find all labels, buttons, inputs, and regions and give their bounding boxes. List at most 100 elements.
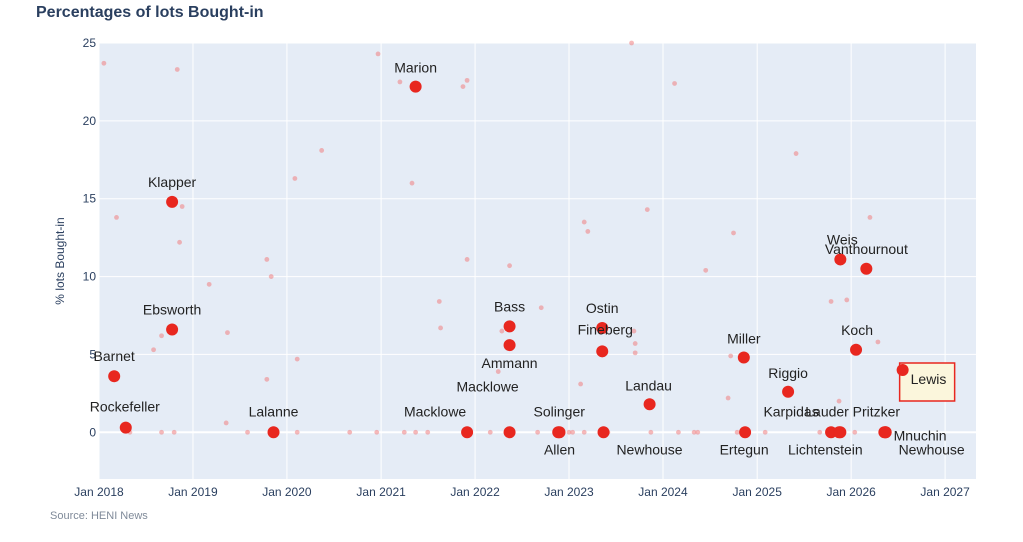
faint-point <box>499 328 505 334</box>
data-point <box>596 321 609 334</box>
data-label: Lalanne <box>249 403 299 419</box>
data-label: Newhouse <box>616 441 682 457</box>
data-point <box>896 364 909 376</box>
data-point <box>503 426 516 439</box>
faint-point <box>294 356 300 362</box>
faint-point <box>734 429 740 435</box>
faint-points <box>101 40 881 435</box>
data-point <box>267 426 280 439</box>
data-point <box>597 426 610 439</box>
data-point <box>643 398 656 411</box>
x-tick-label: Jan 2021 <box>356 485 406 499</box>
faint-point <box>292 176 298 181</box>
data-point <box>503 320 516 333</box>
faint-point <box>644 207 650 213</box>
data-label: Koch <box>841 322 873 338</box>
data-label: Rockefeller <box>90 399 160 415</box>
data-point <box>166 323 179 336</box>
data-label: Weis <box>827 231 858 247</box>
faint-point <box>374 429 380 435</box>
faint-point <box>852 429 858 435</box>
y-tick-label: 25 <box>83 36 97 50</box>
faint-point <box>695 429 701 435</box>
x-tick-label: Jan 2023 <box>544 485 594 499</box>
y-tick-label: 0 <box>89 425 96 439</box>
faint-point <box>171 429 177 435</box>
data-label: Fineberg <box>578 321 633 337</box>
faint-point <box>676 429 681 435</box>
faint-point <box>762 429 768 435</box>
data-label: Marion <box>394 60 437 76</box>
data-label: Lewis <box>911 371 947 387</box>
faint-point <box>264 376 270 382</box>
faint-point <box>268 274 274 279</box>
faint-point <box>101 60 107 66</box>
faint-point <box>409 180 415 186</box>
data-label: Barnet <box>94 348 135 364</box>
faint-point <box>225 330 230 336</box>
faint-point <box>629 40 634 46</box>
data-label: Landau <box>625 377 672 393</box>
faint-point <box>581 429 587 435</box>
faint-point <box>487 429 493 435</box>
faint-point <box>151 347 156 353</box>
y-tick-label: 20 <box>83 114 97 128</box>
data-point <box>166 195 179 208</box>
x-tick-label: Jan 2020 <box>262 485 312 499</box>
faint-point <box>375 51 381 57</box>
faint-point <box>691 429 697 435</box>
data-point <box>503 339 516 352</box>
faint-point <box>347 429 353 435</box>
data-label: Macklowe <box>404 403 466 419</box>
faint-point <box>535 429 541 435</box>
faint-point <box>174 67 180 72</box>
data-label: Ertegun <box>720 441 769 457</box>
faint-point <box>114 215 119 220</box>
faint-point <box>631 328 637 334</box>
data-point <box>850 343 863 356</box>
faint-point <box>401 429 407 435</box>
plot-background <box>99 43 976 479</box>
data-label: Mnuchin <box>894 427 947 443</box>
x-tick-label: Jan 2027 <box>920 485 970 499</box>
source-note: Source: HENI News <box>50 510 148 522</box>
data-point <box>119 421 132 434</box>
faint-point <box>875 339 881 345</box>
data-point <box>409 80 422 93</box>
data-label: Ostin <box>586 300 619 316</box>
faint-point <box>632 341 638 346</box>
data-point <box>108 370 121 383</box>
x-tick-label: Jan 2018 <box>74 485 124 499</box>
faint-point <box>206 281 212 287</box>
faint-point <box>397 79 403 85</box>
faint-point <box>566 429 572 435</box>
data-label: Solinger <box>534 403 586 419</box>
data-point <box>782 385 795 398</box>
data-label: Riggio <box>768 365 808 381</box>
faint-point <box>578 381 584 387</box>
faint-point <box>319 148 325 153</box>
faint-point <box>159 429 164 435</box>
faint-point <box>632 350 638 356</box>
faint-point <box>836 398 842 404</box>
faint-point <box>728 353 734 359</box>
faint-point <box>159 333 164 339</box>
faint-point <box>731 230 736 236</box>
data-point <box>834 426 847 439</box>
highlight-points <box>108 80 909 439</box>
data-label: Newhouse <box>899 441 965 457</box>
y-tick-labels: 0 5 10 15 20 25 <box>83 36 97 439</box>
y-tick-label: 5 <box>89 347 96 361</box>
faint-point <box>585 229 591 234</box>
faint-point <box>507 263 512 269</box>
data-label: Lichtenstein <box>788 441 863 457</box>
data-label: Macklowe <box>456 378 518 394</box>
x-tick-label: Jan 2025 <box>733 485 783 499</box>
data-point <box>834 253 847 266</box>
x-tick-labels: Jan 2018 Jan 2019 Jan 2020 Jan 2021 Jan 2022… <box>74 485 970 499</box>
y-axis-label: % lots Bought-in <box>53 217 67 304</box>
data-point <box>879 426 892 439</box>
faint-point <box>223 420 229 426</box>
faint-point <box>672 81 677 86</box>
